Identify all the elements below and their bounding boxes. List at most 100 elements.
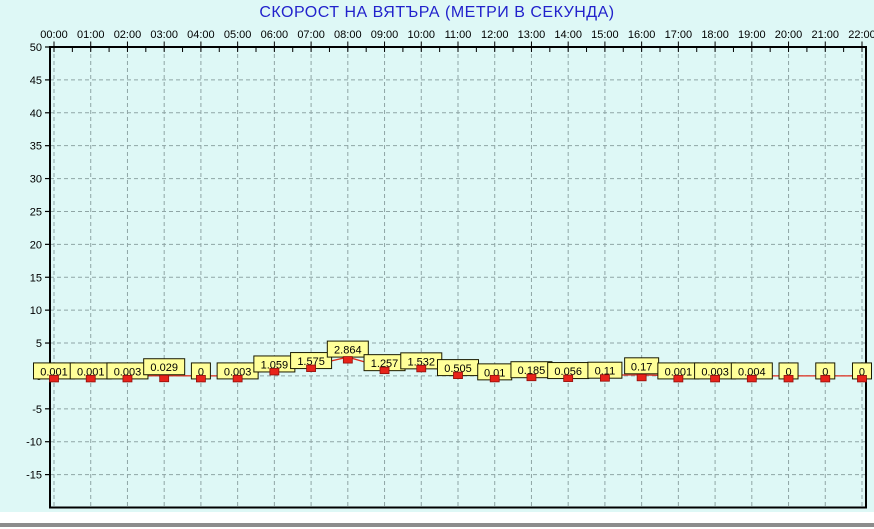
y-tick-label: 10 [30,305,42,317]
data-point-marker [489,374,500,383]
x-tick-label: 17:00 [665,29,693,41]
x-tick-label: 22:00 [848,29,874,41]
x-axis-ticks [53,41,863,52]
data-point-marker [526,373,537,382]
data-point-labels: 0.001 0.001 0.003 0.029 0 0.003 1.059 1.575 2.86… [33,340,872,381]
point-label-text: 0.001 [77,366,105,378]
data-point-marker [600,374,610,382]
wind-speed-chart: 00:00 01:00 02:00 03:00 04:00 05:00 06:00 07:00… [26,29,874,509]
x-tick-label: 05:00 [224,29,252,41]
point-label-text: 0.001 [665,366,693,378]
x-tick-label: 03:00 [150,29,178,41]
point-label-text: 1.059 [261,359,289,371]
y-tick-label: 50 [30,42,42,54]
y-tick-label: -10 [26,437,42,449]
x-tick-label: 07:00 [297,29,325,41]
data-point-marker [453,371,463,380]
point-label: 0.001 [69,362,112,380]
point-label-text: 0.003 [224,366,252,378]
point-label-text: 0.056 [554,366,582,378]
data-point-marker [820,375,831,383]
x-tick-label: 01:00 [77,29,105,41]
data-point-marker [710,375,720,383]
x-tick-label: 09:00 [371,29,399,41]
x-tick-label: 19:00 [738,29,766,41]
y-tick-label: -15 [26,470,42,482]
x-tick-label: 16:00 [628,29,656,41]
data-point-marker [196,375,206,383]
y-tick-label: 45 [30,75,42,87]
point-label: 0.01 [477,363,513,381]
point-label-text: 0.11 [595,366,616,378]
y-axis-labels: 50454035302520151050-5-10-15 [26,42,42,482]
point-label-text: 0.001 [40,366,68,378]
y-tick-label: 25 [30,206,42,218]
y-tick-label: 5 [36,338,42,350]
x-tick-label: 11:00 [445,29,472,41]
x-tick-label: 20:00 [775,29,803,41]
data-point-marker [85,375,96,383]
data-point-marker [49,375,59,383]
x-tick-label: 21:00 [812,29,840,41]
x-tick-label: 02:00 [114,29,142,41]
point-label-text: 0 [785,366,791,378]
point-label: 2.864 [326,340,369,358]
point-label: 0.11 [587,361,623,379]
data-point-marker [232,375,243,383]
data-point-marker [342,356,353,364]
point-label: 0.001 [33,362,75,380]
x-tick-label: 10:00 [408,29,436,41]
data-point-marker [416,364,427,373]
point-label: 0.17 [624,357,660,375]
x-tick-label: 12:00 [481,29,509,41]
chart-background [0,0,874,512]
point-label-text: 0 [198,366,204,378]
data-point-marker [746,375,757,383]
point-label-text: 0 [822,366,828,378]
x-tick-label: 13:00 [518,29,546,41]
data-point-marker [379,366,390,375]
point-label-text: 0.004 [738,366,766,378]
x-tick-label: 00:00 [40,29,68,41]
y-tick-label: 20 [30,239,42,251]
data-point-marker [269,368,280,376]
point-label-text: 0.17 [631,361,652,373]
point-label-text: 0.01 [484,367,505,379]
chart-title: СКОРОСТ НА ВЯТЪРА (МЕТРИ В СЕКУНДА) [259,4,615,21]
y-tick-label: -5 [32,404,42,416]
y-tick-label: 30 [30,174,42,186]
data-point-marker [783,375,794,383]
point-label: 0.029 [143,358,186,376]
data-point-marker [306,364,316,372]
point-label: 1.059 [253,355,296,373]
point-label-text: 0.029 [150,362,178,374]
x-axis-labels: 00:00 01:00 02:00 03:00 04:00 05:00 06:00 07:00… [40,29,874,41]
data-point-marker [636,373,647,382]
data-point-marker [673,375,684,383]
point-label-text: 0.003 [701,366,729,378]
x-tick-label: 06:00 [261,29,289,41]
bottom-separator-bar [0,523,874,527]
point-label-text: 0.505 [444,363,472,375]
point-label-text: 1.532 [408,356,436,368]
x-tick-label: 14:00 [554,29,582,41]
y-tick-label: 15 [30,272,42,284]
point-label-text: 0 [859,366,865,378]
data-point-marker [563,374,574,382]
x-tick-label: 18:00 [701,29,729,41]
point-label: 0.185 [510,361,553,379]
point-label-text: 1.257 [371,358,399,370]
point-label-text: 0.185 [518,365,546,377]
point-label-text: 0.003 [114,366,142,378]
y-tick-label: 35 [30,141,42,153]
x-tick-label: 04:00 [187,29,215,41]
data-point-marker [857,375,867,383]
point-label: 0.505 [436,359,479,377]
data-point-marker [122,375,133,383]
bottom-strip [0,512,874,529]
x-tick-label: 15:00 [591,29,619,41]
y-tick-label: 40 [30,108,42,120]
point-label: 0.003 [216,362,259,380]
point-label-box [143,358,186,376]
